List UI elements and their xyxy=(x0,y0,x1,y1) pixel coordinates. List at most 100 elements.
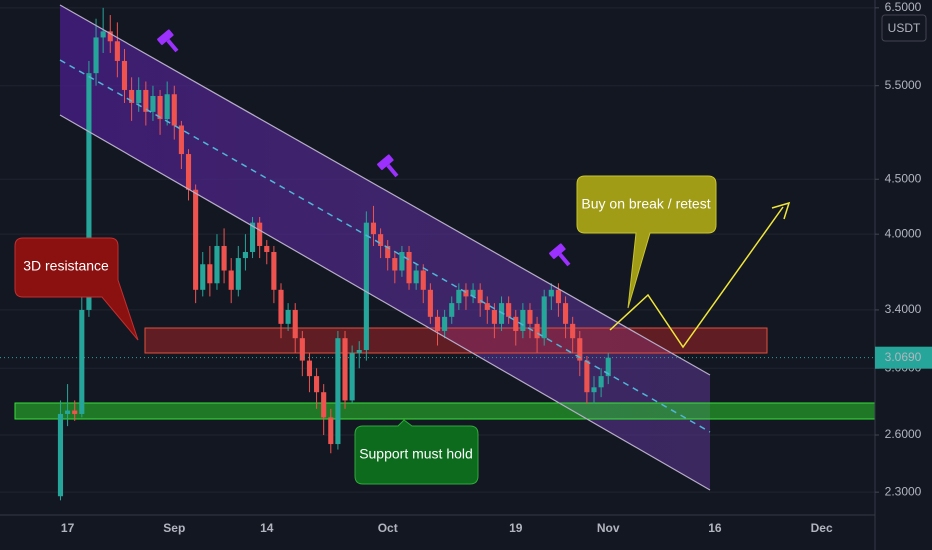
candle-body xyxy=(456,289,462,304)
candle-body xyxy=(363,222,369,350)
candle-body xyxy=(121,60,128,90)
channel-mid xyxy=(59,59,711,433)
candle-body xyxy=(178,125,184,155)
candle-body xyxy=(470,289,476,297)
candle-body xyxy=(506,303,512,317)
hammer-icons xyxy=(157,29,571,267)
candle-body xyxy=(413,270,419,284)
candle-body xyxy=(207,264,213,284)
unit-label: USDT xyxy=(888,21,921,35)
resistance-callout xyxy=(14,237,139,341)
candle-body xyxy=(392,258,398,271)
channel-fill xyxy=(60,5,710,490)
candle-body xyxy=(306,360,313,377)
price-axis-bg xyxy=(875,0,932,550)
candle-body xyxy=(93,37,99,74)
candle-body xyxy=(292,309,298,339)
x-tick-label: 19 xyxy=(509,521,523,535)
candle-body xyxy=(605,357,611,377)
candle-body xyxy=(114,41,120,61)
candle-body xyxy=(129,89,135,103)
y-tick-label: 4.0000 xyxy=(885,226,922,240)
x-tick-label: Oct xyxy=(378,521,398,535)
candle-body xyxy=(584,360,590,393)
channel-upper xyxy=(59,4,711,376)
candle-body xyxy=(157,95,163,120)
candle-body xyxy=(434,316,441,331)
candle-body xyxy=(107,31,113,42)
candles xyxy=(0,7,875,501)
candle-body xyxy=(193,189,199,290)
candle-body xyxy=(328,417,334,445)
candle-body xyxy=(534,323,540,339)
x-tick-label: Sep xyxy=(163,521,185,535)
candle-body xyxy=(406,251,412,284)
candle-body xyxy=(249,222,256,252)
candle-body xyxy=(420,270,426,290)
candle-body xyxy=(385,245,391,259)
candle-body xyxy=(242,251,248,259)
candle-body xyxy=(477,289,483,304)
y-tick-label: 4.5000 xyxy=(885,171,922,185)
x-tick-label: Dec xyxy=(811,521,833,535)
buy-note: Buy on break / retest xyxy=(581,196,710,212)
last-price-label: 3.0690 xyxy=(885,350,922,364)
y-tick-label: 6.5000 xyxy=(885,0,922,14)
candle-body xyxy=(555,289,561,304)
candle-body xyxy=(278,289,284,324)
candle-body xyxy=(598,376,604,388)
candle-body xyxy=(399,251,405,271)
candle-body xyxy=(378,234,384,246)
candle-body xyxy=(200,264,206,290)
resistance-zone xyxy=(144,327,768,354)
candle-body xyxy=(527,309,533,324)
projection-path xyxy=(609,206,784,349)
candle-body xyxy=(257,222,263,246)
candle-body xyxy=(541,296,547,339)
y-tick-label: 2.6000 xyxy=(885,427,922,441)
candle-body xyxy=(370,222,377,235)
candle-body xyxy=(442,316,448,331)
candle-body xyxy=(100,31,106,38)
candle-body xyxy=(185,154,192,190)
candle-body xyxy=(427,289,433,317)
candle-body xyxy=(65,410,71,414)
resistance-note: 3D resistance xyxy=(23,258,109,274)
candle-body xyxy=(57,413,64,497)
candle-body xyxy=(221,245,227,271)
candle-body xyxy=(548,289,554,297)
support-note: Support must hold xyxy=(359,446,473,462)
candle-body xyxy=(164,94,170,120)
candle-body xyxy=(463,289,469,297)
support-zone xyxy=(14,402,876,420)
candle-body xyxy=(314,376,320,393)
y-tick-label: 5.5000 xyxy=(885,78,922,92)
candle-body xyxy=(299,338,305,361)
candle-body xyxy=(484,303,490,310)
candle-body xyxy=(321,392,327,418)
candle-body xyxy=(214,245,220,284)
candle-body xyxy=(513,316,519,331)
time-axis-bg xyxy=(0,515,875,550)
candle-body xyxy=(591,387,597,393)
candle-body xyxy=(150,95,156,112)
candle-body xyxy=(285,309,291,324)
channel-lower xyxy=(59,114,711,491)
candle-body xyxy=(520,309,526,331)
candle-body xyxy=(235,258,241,290)
buy-callout xyxy=(576,175,717,309)
candle-body xyxy=(342,338,348,401)
candle-body xyxy=(356,349,362,353)
candle-body xyxy=(349,352,355,401)
last-price-box xyxy=(875,346,932,369)
y-tick-label: 2.3000 xyxy=(885,484,922,498)
candle-body xyxy=(143,89,149,112)
candle-body xyxy=(86,73,92,310)
y-tick-label: 3.4000 xyxy=(885,302,922,316)
x-tick-label: 17 xyxy=(61,521,75,535)
candle-body xyxy=(72,410,78,414)
candle-body xyxy=(449,303,455,317)
x-tick-label: 16 xyxy=(708,521,722,535)
